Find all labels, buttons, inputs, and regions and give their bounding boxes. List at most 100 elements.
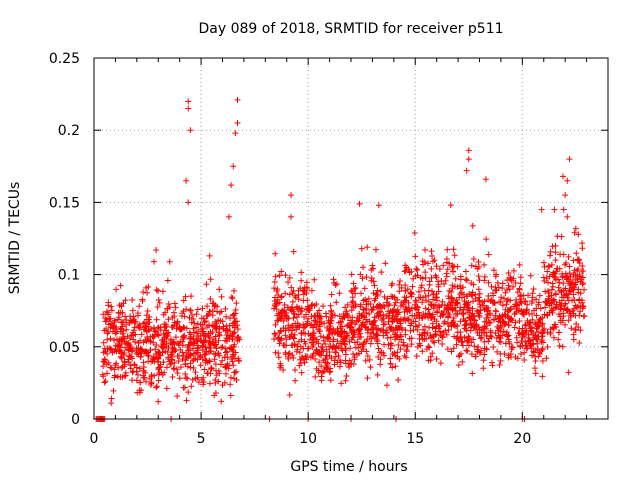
- data-point: [543, 355, 550, 362]
- data-point: [428, 288, 435, 295]
- data-point: [555, 284, 562, 291]
- data-point: [458, 338, 465, 345]
- data-point: [557, 319, 564, 326]
- data-point: [165, 301, 172, 308]
- data-point: [151, 372, 158, 379]
- data-point: [568, 325, 575, 332]
- data-point: [533, 312, 540, 319]
- data-point: [121, 335, 128, 342]
- data-point: [207, 344, 214, 351]
- data-point: [355, 344, 362, 351]
- data-point: [468, 262, 475, 269]
- data-point: [414, 272, 421, 279]
- data-point: [344, 323, 351, 330]
- data-point: [499, 312, 506, 319]
- data-point: [404, 343, 411, 350]
- data-point: [384, 295, 391, 302]
- data-point: [172, 304, 179, 311]
- data-point: [501, 295, 508, 302]
- data-point: [290, 248, 297, 255]
- data-point: [173, 321, 180, 328]
- data-point: [463, 347, 470, 354]
- data-point: [360, 264, 367, 271]
- data-point: [414, 312, 421, 319]
- data-point: [339, 323, 346, 330]
- data-point: [374, 292, 381, 299]
- data-point: [111, 317, 118, 324]
- data-point: [275, 354, 282, 361]
- data-point: [156, 351, 163, 358]
- data-point: [575, 257, 582, 264]
- data-point: [562, 285, 569, 292]
- data-point: [287, 324, 294, 331]
- data-point: [321, 320, 328, 327]
- data-point: [481, 273, 488, 280]
- data-point: [175, 358, 182, 365]
- data-point: [432, 272, 439, 279]
- data-point: [138, 350, 145, 357]
- data-point: [372, 246, 379, 253]
- data-point: [566, 156, 573, 163]
- data-point: [403, 264, 410, 271]
- data-point: [391, 316, 398, 323]
- data-point: [199, 321, 206, 328]
- data-point: [499, 302, 506, 309]
- data-point: [519, 343, 526, 350]
- data-point: [540, 259, 547, 266]
- data-point: [566, 280, 573, 287]
- data-point: [540, 274, 547, 281]
- data-point: [315, 340, 322, 347]
- data-point: [305, 345, 312, 352]
- data-point: [163, 335, 170, 342]
- data-point: [197, 353, 204, 360]
- data-point: [507, 297, 514, 304]
- data-point: [361, 339, 368, 346]
- data-point: [342, 346, 349, 353]
- data-point: [211, 356, 218, 363]
- data-point: [127, 365, 134, 372]
- data-point: [232, 318, 239, 325]
- data-point: [434, 308, 441, 315]
- data-point: [121, 373, 128, 380]
- data-point: [390, 327, 397, 334]
- data-point: [521, 356, 528, 363]
- data-point: [327, 377, 334, 384]
- data-point: [375, 353, 382, 360]
- data-point: [490, 316, 497, 323]
- data-point: [382, 329, 389, 336]
- data-point: [481, 298, 488, 305]
- data-point: [213, 341, 220, 348]
- data-point: [148, 379, 155, 386]
- data-point: [463, 277, 470, 284]
- data-point: [566, 263, 573, 270]
- data-point: [352, 302, 359, 309]
- data-point: [476, 332, 483, 339]
- data-point: [427, 314, 434, 321]
- data-point: [380, 321, 387, 328]
- data-point: [378, 269, 385, 276]
- data-point: [558, 288, 565, 295]
- data-point: [381, 293, 388, 300]
- data-point: [401, 352, 408, 359]
- data-point: [233, 377, 240, 384]
- y-tick-label: 0.2: [58, 123, 80, 139]
- data-point: [559, 273, 566, 280]
- data-point: [112, 362, 119, 369]
- data-point: [487, 320, 494, 327]
- data-point: [394, 296, 401, 303]
- data-point: [529, 298, 536, 305]
- data-point: [523, 306, 530, 313]
- data-point: [231, 329, 238, 336]
- data-point: [514, 339, 521, 346]
- data-point: [116, 302, 123, 309]
- data-point: [530, 348, 537, 355]
- data-point: [207, 276, 214, 283]
- y-tick-label: 0.25: [49, 51, 80, 67]
- data-point: [475, 273, 482, 280]
- data-point: [233, 300, 240, 307]
- data-point: [108, 400, 115, 407]
- data-point: [426, 278, 433, 285]
- data-point: [305, 307, 312, 314]
- data-point: [291, 310, 298, 317]
- data-point: [116, 314, 123, 321]
